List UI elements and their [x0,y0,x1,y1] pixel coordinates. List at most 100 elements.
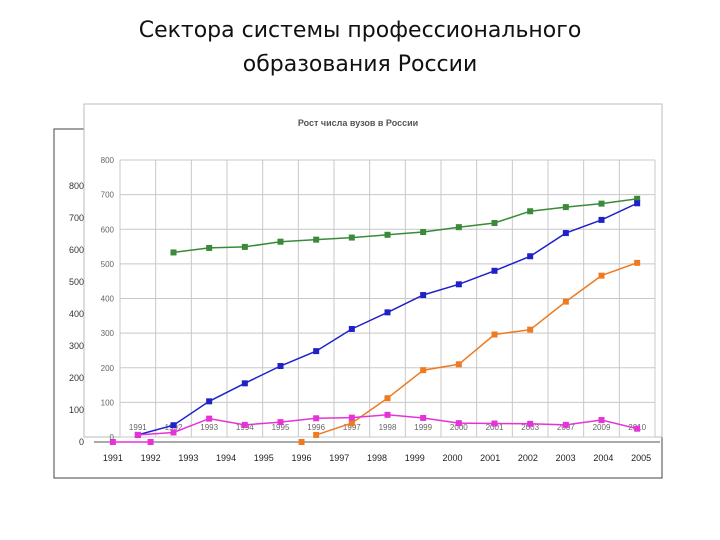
inner-x-tick-label: 1999 [414,423,432,432]
series-2-point [491,267,498,274]
series-3-point [384,395,391,402]
outer-x-tick-label: 1992 [141,453,161,463]
outer-x-tick-label: 1995 [254,453,274,463]
inner-y-tick-label: 300 [101,329,115,338]
series-4-point [562,421,569,428]
series-4-point [455,420,462,427]
outer-x-tick-label: 1993 [178,453,198,463]
series-1-point [527,208,534,215]
series-1-point [598,200,605,207]
series-2-point [241,380,248,387]
outer-y-tick-label: 300 [69,341,84,351]
outer-x-tick-label: 2004 [593,453,613,463]
series-2-point [527,253,534,260]
inner-x-tick-label: 2009 [593,423,611,432]
outer-series-2-point [298,439,305,445]
outer-x-tick-label: 1997 [329,453,349,463]
inner-y-tick-label: 700 [101,191,115,200]
inner-y-tick-label: 400 [101,295,115,304]
series-1-point [241,243,248,250]
outer-x-tick-label: 1996 [292,453,312,463]
outer-x-tick-label: 1991 [103,453,123,463]
outer-y-tick-label: 200 [69,373,84,383]
inner-y-tick-label: 600 [101,225,115,234]
series-4-point [241,421,248,428]
series-3-point [313,431,320,438]
inner-y-tick-label: 800 [101,156,115,165]
series-3-point [348,420,355,427]
inner-x-tick-label: 2003 [521,423,539,432]
outer-x-tick-label: 1994 [216,453,236,463]
series-1-line [173,198,638,254]
inner-x-tick-label: 2001 [486,423,504,432]
outer-y-tick-label: 800 [69,181,84,191]
series-2-point [562,230,569,237]
slide-title: Сектора системы профессионального образо… [0,14,720,82]
outer-series-1-point [147,439,154,445]
series-3-line [315,262,638,436]
series-1-point [420,229,427,236]
series-3-point [420,367,427,374]
inner-x-tick-label: 1996 [307,423,325,432]
series-4-point [420,414,427,421]
series-1-point [384,231,391,238]
series-2-point [634,200,641,207]
inner-x-tick-label: 1997 [343,423,361,432]
series-4-point [598,417,605,424]
outer-x-tick-label: 2001 [480,453,500,463]
outer-x-tick-label: 2005 [631,453,651,463]
inner-x-tick-label: 1998 [379,423,397,432]
inner-y-tick-label: 500 [101,260,115,269]
series-1-point [348,234,355,241]
outer-y-tick-label: 100 [69,405,84,415]
inner-chart: 0100200300400500600700800199119921993199… [101,156,656,442]
series-2-point [384,309,391,316]
series-1-point [170,249,177,256]
series-2-point [277,363,284,370]
inner-x-tick-label: 2000 [450,423,468,432]
inner-y-tick-label: 0 [110,433,115,442]
outer-x-tick-label: 1999 [405,453,425,463]
series-4-point [634,425,641,432]
series-4-point [170,429,177,436]
inner-y-tick-label: 100 [101,398,115,407]
outer-y-tick-label: 700 [69,213,84,223]
slide-title-line-1: Сектора системы профессионального [138,18,582,43]
series-4-point [134,431,141,438]
outer-x-tick-label: 2003 [556,453,576,463]
series-2-point [170,422,177,429]
inner-chart-frame [83,103,663,438]
series-4-point [277,419,284,426]
series-2-point [348,325,355,332]
series-4-point [491,420,498,427]
series-4-point [527,420,534,427]
series-3-point [491,331,498,338]
series-1-point [491,220,498,227]
slide-title-line-2: образования России [242,52,478,77]
inner-chart-title: Рост числа вузов в России [298,118,418,128]
series-2-point [206,398,213,405]
series-3-point [634,259,641,266]
series-1-point [455,224,462,231]
outer-x-tick-label: 2002 [518,453,538,463]
outer-y-tick-label: 600 [69,245,84,255]
outer-x-tick-label: 2000 [442,453,462,463]
outer-y-tick-label: 0 [79,437,84,447]
inner-x-tick-label: 1995 [272,423,290,432]
series-3-point [455,361,462,368]
series-1-point [206,244,213,251]
series-4-point [384,411,391,418]
inner-x-tick-label: 1991 [129,423,147,432]
outer-x-tick-label: 1998 [367,453,387,463]
series-1-point [562,204,569,211]
series-3-point [527,326,534,333]
series-4-point [348,414,355,421]
series-1-point [634,195,641,202]
series-2-point [420,292,427,299]
outer-y-tick-label: 500 [69,277,84,287]
outer-series-1-point [109,439,116,445]
series-2-point [598,216,605,223]
series-2-point [455,281,462,288]
inner-x-tick-label: 1993 [200,423,218,432]
